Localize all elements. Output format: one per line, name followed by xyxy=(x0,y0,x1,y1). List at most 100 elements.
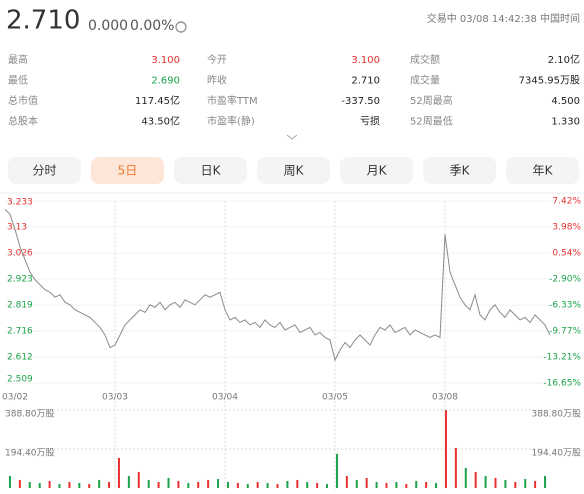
volume-bar xyxy=(524,478,527,488)
y-tick-label: 3.233 xyxy=(7,198,33,208)
y2-tick-label: 3.98% xyxy=(552,223,581,233)
stat-value: 2.710 xyxy=(351,76,380,87)
volume-bar xyxy=(187,482,190,488)
x-tick-label: 03/04 xyxy=(212,393,238,403)
volume-bar xyxy=(88,483,91,488)
y2-tick-label: -2.90% xyxy=(549,275,581,285)
tab[interactable] xyxy=(340,157,413,184)
y-tick-label: 2.716 xyxy=(7,326,33,336)
expand-chevron[interactable] xyxy=(286,134,298,140)
y-tick-label: 2.923 xyxy=(7,274,33,284)
y-tick-label: 2.509 xyxy=(7,375,33,385)
tab-label[interactable]: 日K xyxy=(201,164,222,178)
volume-bar xyxy=(137,471,140,488)
volume-bar xyxy=(98,479,101,488)
y2-tick-label: -6.33% xyxy=(549,300,581,310)
volume-bar xyxy=(58,483,61,488)
tab-label[interactable]: 分时 xyxy=(32,164,56,178)
status: 交易中 03/08 14:42:38 中国时间 xyxy=(427,12,580,25)
volume-bar xyxy=(335,453,338,488)
volume-bar xyxy=(494,477,497,488)
x-tick-label: 03/08 xyxy=(432,393,458,403)
volume-bar xyxy=(375,481,378,488)
x-tick-label: 03/05 xyxy=(322,393,348,403)
tab[interactable] xyxy=(257,157,330,184)
change: 0.000 xyxy=(88,18,128,34)
volume-bar xyxy=(147,479,150,488)
stat-label: 今开 xyxy=(207,53,227,66)
stat-label: 总股本 xyxy=(8,115,38,128)
volume-bar xyxy=(454,447,457,488)
volume-bar xyxy=(108,481,111,488)
volume-bar xyxy=(256,481,259,488)
volume-bar xyxy=(127,475,130,488)
volume-bar xyxy=(246,483,249,488)
volume-bar xyxy=(167,477,170,488)
volume-bar xyxy=(504,479,507,488)
volume-bar xyxy=(316,482,319,488)
stat-label: 昨收 xyxy=(207,74,227,87)
y-tick-label: 3.026 xyxy=(7,249,33,259)
volume-tick-label-right: 194.40万股 xyxy=(532,448,582,459)
volume-bar xyxy=(326,483,329,488)
volume-bar xyxy=(544,475,547,488)
tab[interactable] xyxy=(423,157,496,184)
tab-label[interactable]: 季K xyxy=(450,164,471,178)
change-pct: 0.00% xyxy=(130,18,174,34)
volume-bar xyxy=(425,481,428,488)
volume-bar xyxy=(355,479,358,488)
volume-bar xyxy=(365,477,368,488)
volume-bar xyxy=(226,481,229,488)
tab-label[interactable]: 月K xyxy=(367,164,388,178)
volume-bar xyxy=(395,481,398,488)
stat-label: 市盈率TTM xyxy=(207,94,258,107)
tab[interactable] xyxy=(8,157,81,184)
volume-bar xyxy=(18,479,21,488)
volume-bar xyxy=(534,480,537,488)
stat-value: 1.330 xyxy=(551,117,580,128)
x-tick-label: 03/03 xyxy=(102,393,128,403)
volume-bar xyxy=(286,480,289,488)
volume-bar xyxy=(464,467,467,488)
y2-tick-label: 7.42% xyxy=(552,197,581,207)
volume-bar xyxy=(28,481,31,488)
volume-bar xyxy=(444,410,447,488)
stat-value: 117.45亿 xyxy=(135,94,180,107)
volume-bar xyxy=(296,479,299,488)
tab-label[interactable]: 周K xyxy=(284,164,305,178)
stat-value: -337.50 xyxy=(341,96,380,107)
volume-bar xyxy=(266,482,269,488)
volume-bar xyxy=(78,482,81,488)
y-tick-label: 2.612 xyxy=(7,353,33,363)
tab-label[interactable]: 年K xyxy=(533,164,554,178)
volume-tick-label-right: 388.80万股 xyxy=(532,409,582,420)
stat-label: 总市值 xyxy=(8,94,38,107)
stat-label: 52周最低 xyxy=(410,115,453,128)
tab[interactable] xyxy=(91,157,164,184)
volume-bar xyxy=(405,483,408,488)
volume-bar xyxy=(415,480,418,488)
volume-bar xyxy=(484,475,487,488)
volume-bar xyxy=(474,471,477,488)
volume-bar xyxy=(306,481,309,488)
y2-tick-label: 0.54% xyxy=(552,249,581,259)
volume-bar xyxy=(157,481,160,488)
stat-value: 亏损 xyxy=(360,115,380,128)
stat-value: 2.10亿 xyxy=(548,53,580,66)
volume-bar xyxy=(117,457,120,488)
volume-bar xyxy=(217,478,220,488)
x-tick-label: 03/02 xyxy=(2,393,28,403)
stat-label: 52周最高 xyxy=(410,94,453,107)
tab[interactable] xyxy=(174,157,247,184)
y2-tick-label: -16.65% xyxy=(543,379,581,389)
refresh-icon[interactable] xyxy=(175,21,187,33)
stat-value: 2.690 xyxy=(151,76,180,87)
tab[interactable] xyxy=(506,157,579,184)
volume-bar xyxy=(514,481,517,488)
stat-label: 最低 xyxy=(8,74,28,87)
stat-value: 3.100 xyxy=(151,55,180,66)
stat-value: 3.100 xyxy=(351,55,380,66)
tab-label[interactable]: 5日 xyxy=(118,164,138,178)
